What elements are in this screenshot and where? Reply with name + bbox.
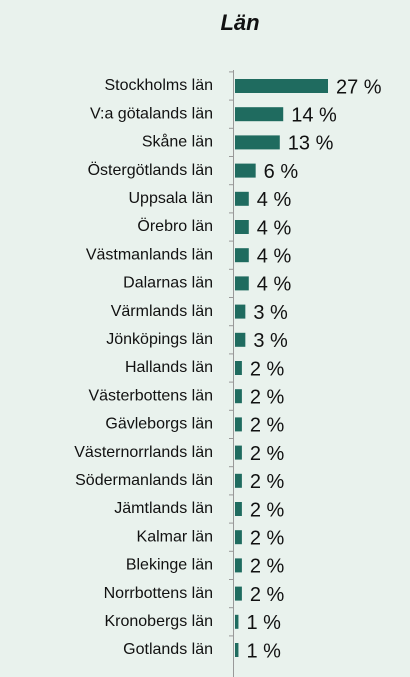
bar bbox=[235, 107, 284, 122]
bar bbox=[235, 135, 280, 150]
category-label: Värmlands län bbox=[111, 303, 213, 320]
bar bbox=[235, 614, 239, 629]
category-label: Dalarnas län bbox=[123, 275, 213, 292]
bar bbox=[235, 586, 242, 601]
value-label: 27 % bbox=[336, 76, 382, 98]
bar bbox=[235, 643, 239, 657]
category-label: Jönköpings län bbox=[106, 331, 213, 348]
bar bbox=[235, 304, 246, 319]
category-label: Gotlands län bbox=[123, 641, 213, 658]
bar bbox=[235, 530, 242, 545]
category-label: Södermanlands län bbox=[75, 472, 213, 489]
value-label: 4 % bbox=[257, 189, 292, 211]
value-label: 2 % bbox=[250, 584, 285, 606]
category-label: Jämtlands län bbox=[114, 500, 213, 517]
chart-title: Län bbox=[220, 10, 259, 35]
bar bbox=[235, 248, 249, 263]
bar bbox=[235, 445, 242, 460]
category-label: Skåne län bbox=[142, 133, 213, 151]
value-label: 2 % bbox=[250, 415, 285, 437]
value-label: 1 % bbox=[246, 640, 281, 662]
value-label: 2 % bbox=[250, 443, 285, 465]
value-label: 14 % bbox=[291, 104, 337, 126]
bar bbox=[235, 361, 242, 375]
category-label: Hallands län bbox=[125, 359, 213, 376]
category-label: Blekinge län bbox=[126, 557, 213, 574]
value-label: 13 % bbox=[288, 133, 334, 155]
category-label: Västerbottens län bbox=[88, 387, 213, 404]
bar bbox=[235, 558, 242, 573]
value-label: 4 % bbox=[257, 274, 292, 296]
value-label: 2 % bbox=[250, 499, 285, 521]
category-label: Västernorrlands län bbox=[74, 444, 213, 461]
value-label: 3 % bbox=[253, 302, 288, 324]
value-label: 2 % bbox=[250, 358, 285, 380]
category-label: V:a götalands län bbox=[90, 105, 213, 122]
category-label: Västmanlands län bbox=[86, 246, 213, 263]
category-label: Kronobergs län bbox=[104, 613, 213, 630]
bar bbox=[235, 79, 328, 93]
value-label: 2 % bbox=[250, 386, 285, 408]
bar bbox=[235, 502, 242, 516]
value-label: 4 % bbox=[257, 245, 292, 267]
bar bbox=[235, 276, 249, 291]
bar bbox=[235, 389, 242, 404]
category-label: Östergötlands län bbox=[88, 161, 213, 179]
category-label: Gävleborgs län bbox=[105, 416, 213, 433]
category-label: Uppsala län bbox=[129, 190, 214, 207]
bar bbox=[235, 473, 242, 488]
bar bbox=[235, 220, 249, 234]
value-label: 4 % bbox=[257, 217, 292, 239]
value-label: 2 % bbox=[250, 471, 285, 493]
category-label: Örebro län bbox=[137, 217, 213, 235]
bar bbox=[235, 332, 246, 347]
category-label: Kalmar län bbox=[137, 528, 213, 545]
category-label: Stockholms län bbox=[105, 77, 214, 94]
bar bbox=[235, 191, 249, 206]
value-label: 2 % bbox=[250, 527, 285, 549]
value-label: 6 % bbox=[264, 161, 299, 183]
value-label: 1 % bbox=[246, 612, 281, 634]
bar bbox=[235, 163, 256, 178]
category-label: Norrbottens län bbox=[104, 585, 213, 602]
value-label: 2 % bbox=[250, 556, 285, 578]
value-label: 3 % bbox=[253, 330, 288, 352]
bar bbox=[235, 417, 242, 432]
